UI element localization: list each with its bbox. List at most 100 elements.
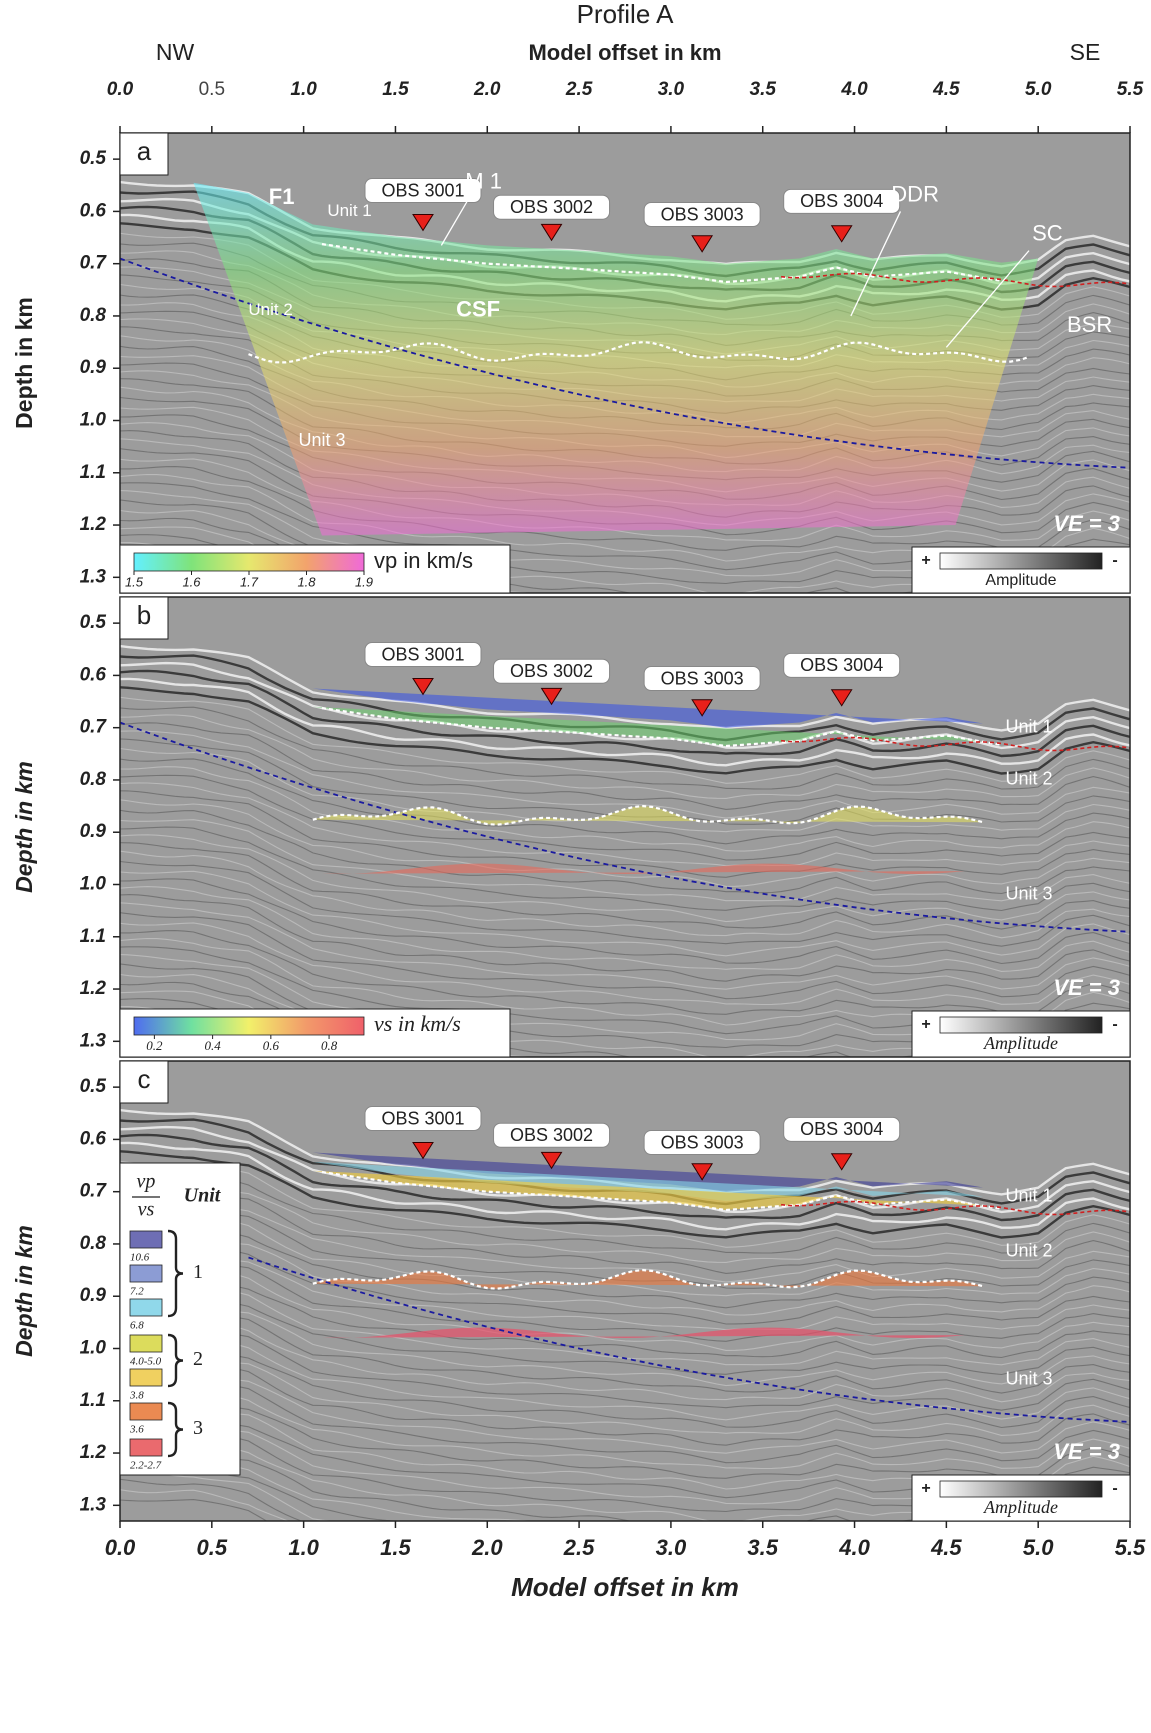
obs-label-box (493, 194, 611, 220)
y-tick-label: 0.5 (80, 148, 107, 169)
reflector (120, 644, 1130, 732)
y-tick-label: 1.2 (80, 514, 107, 535)
reflector (120, 466, 1130, 551)
legend-swatch (129, 1298, 163, 1317)
y-tick-label: 0.5 (80, 1076, 107, 1097)
legend-brace (167, 1229, 184, 1318)
seismic-section (120, 133, 1130, 593)
legend-brace (167, 1333, 184, 1388)
obs-label: OBS 3002 (510, 197, 593, 217)
obs-marker (691, 235, 714, 253)
annotation: Unit 3 (1005, 884, 1052, 904)
reflector (120, 1178, 1130, 1263)
x-tick-label: 3.0 (656, 1535, 687, 1560)
reflector (120, 1386, 1130, 1470)
obs-marker (412, 213, 434, 232)
panel-label-box (119, 596, 169, 640)
obs-label-box (643, 666, 761, 692)
colorbar-tick-label: 0.4 (204, 1038, 221, 1053)
obs-label: OBS 3003 (661, 1132, 744, 1152)
obs-label: OBS 3001 (381, 1108, 464, 1128)
panel-label: a (137, 136, 152, 166)
direction-label: SE (1070, 39, 1101, 65)
y-tick-label: 1.1 (80, 926, 106, 947)
panel: 0.5 0.6 0.7 0.8 0.9 1.0 1.1 1.2 1.3 Depth in km c O… (11, 1060, 1146, 1602)
reflector (120, 458, 1130, 542)
reflector (120, 1478, 303, 1521)
y-tick-label: 1.0 (80, 1338, 107, 1359)
amplitude-minus: - (1112, 1480, 1117, 1497)
unit-boundary (248, 340, 1030, 364)
obs-label-box (783, 188, 901, 214)
leader-line (440, 198, 470, 246)
amplitude-plus: + (921, 552, 930, 569)
reflector (120, 1350, 1130, 1436)
legend-label: 2.2-2.7 (130, 1460, 162, 1472)
unit-3-layer (322, 863, 965, 874)
reflector (120, 714, 1130, 799)
obs-marker (540, 1151, 563, 1170)
reflector (120, 1246, 1130, 1331)
panel-label: b (137, 600, 151, 630)
seismic-section (120, 1061, 1130, 1521)
unit-boundary (312, 1268, 984, 1290)
unit-1-layer (312, 688, 984, 728)
y-tick-label: 0.9 (80, 357, 107, 378)
reflector (120, 1358, 1130, 1446)
y-tick-label: 1.1 (80, 462, 106, 483)
unit-1b-layer (312, 1161, 984, 1202)
y-tick-label: 1.3 (80, 1030, 107, 1051)
legend-swatch (129, 1264, 163, 1283)
x-tick-label: 4.5 (930, 1535, 962, 1560)
x-tick-label: 2.0 (473, 79, 501, 100)
reflector (120, 774, 1130, 861)
reflector (120, 1222, 1130, 1309)
obs-label-box (493, 658, 611, 684)
reflector (120, 1314, 1130, 1403)
panel-frame (119, 132, 1131, 594)
annotation: Unit 2 (1005, 769, 1052, 789)
reflector (120, 1306, 1130, 1394)
x-tick-label: 5.0 (1023, 1535, 1054, 1560)
colorbar-label: vs in km/s (374, 1011, 461, 1036)
x-tick-label: 3.5 (750, 79, 777, 100)
y-tick-label: 0.5 (80, 612, 107, 633)
reflector (120, 799, 1130, 887)
ve-label: VE = 3 (1053, 511, 1120, 536)
dashed-boundary (248, 1256, 1130, 1423)
x-tick-label: 5.5 (1117, 79, 1144, 100)
unit-2-layer (312, 706, 984, 746)
reflector (120, 696, 1130, 784)
annotation: Unit 1 (327, 201, 371, 220)
reflector (120, 819, 1130, 902)
reflector (120, 1273, 1130, 1359)
obs-label-box (493, 1122, 611, 1148)
amplitude-bar (939, 552, 1103, 570)
annotation: Unit 3 (298, 430, 345, 450)
legend-swatch (129, 1368, 163, 1387)
unit-2-layer (312, 1170, 984, 1210)
reflector (120, 870, 1130, 957)
reflector (120, 1186, 1130, 1274)
reflector (120, 834, 1130, 923)
reflector (120, 1254, 1130, 1342)
unit-2-lower-layer (312, 806, 984, 825)
amplitude-plus: + (921, 1480, 930, 1497)
colorbar (133, 552, 365, 572)
x-tick-label: 1.0 (288, 1535, 319, 1560)
obs-label-box (364, 1106, 482, 1132)
obs-marker (540, 687, 563, 706)
x-tick-label: 0.5 (199, 79, 225, 100)
y-tick-label: 1.3 (80, 1494, 107, 1515)
amplitude-bar (939, 1480, 1103, 1498)
y-tick-label: 0.8 (80, 1233, 107, 1254)
x-tick-label: 1.5 (382, 79, 409, 100)
annotation: SC (1032, 221, 1063, 246)
obs-marker (412, 677, 434, 696)
legend-ratio-bottom: vs (138, 1199, 155, 1221)
reflector (120, 1141, 1130, 1231)
reflector (120, 1462, 1098, 1521)
y-tick-label: 1.3 (80, 566, 107, 587)
reflector (120, 860, 1130, 947)
